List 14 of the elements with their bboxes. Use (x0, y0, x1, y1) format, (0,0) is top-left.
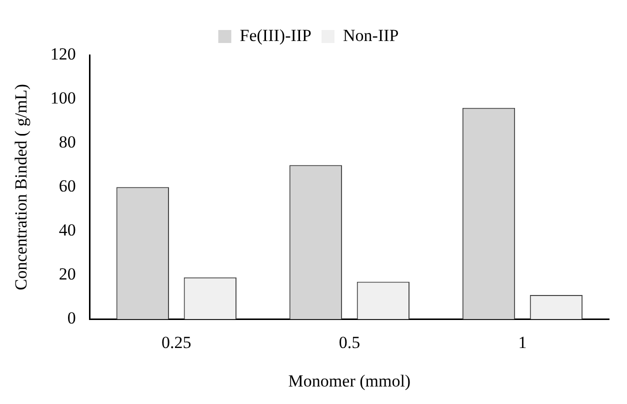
y-tick-label: 80 (58, 132, 76, 152)
y-tick-label: 40 (58, 220, 76, 240)
y-tick-label: 120 (50, 44, 76, 64)
x-axis-title: Monomer (mmol) (288, 371, 411, 390)
legend-label: Non-IIP (343, 26, 399, 45)
y-tick-label: 100 (50, 88, 76, 108)
x-tick-label: 0.25 (162, 332, 192, 352)
legend-label: Fe(III)-IIP (240, 26, 312, 45)
y-tick-label: 0 (67, 308, 76, 328)
x-tick-label: 1 (518, 332, 527, 352)
y-tick-label: 60 (58, 176, 76, 196)
x-tick-label: 0.5 (338, 332, 360, 352)
y-axis-title: Concentration Binded ( g/mL) (12, 84, 31, 290)
y-tick-label: 20 (58, 264, 76, 284)
